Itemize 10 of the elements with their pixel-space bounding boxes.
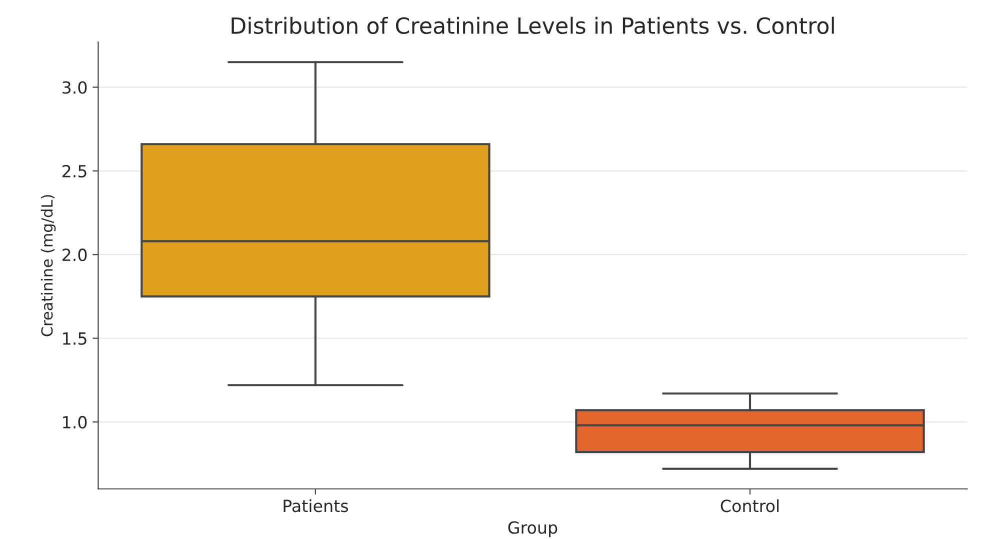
x-axis-title: Group: [508, 521, 558, 538]
x-tick-label: Control: [720, 499, 779, 512]
y-axis-title: Creatinine (mg/dL): [40, 195, 56, 336]
y-tick-label: 2.5: [62, 164, 86, 178]
y-tick-label: 1.0: [63, 416, 87, 428]
chart-title: Distribution of Creatinine Levels in Patients vs. Control: [232, 16, 834, 34]
x-tick-label: Patients: [284, 499, 348, 512]
y-tick-label: 3.0: [62, 81, 87, 94]
y-tick-label: 2.0: [62, 248, 87, 262]
y-tick-label: 1.5: [63, 332, 86, 345]
